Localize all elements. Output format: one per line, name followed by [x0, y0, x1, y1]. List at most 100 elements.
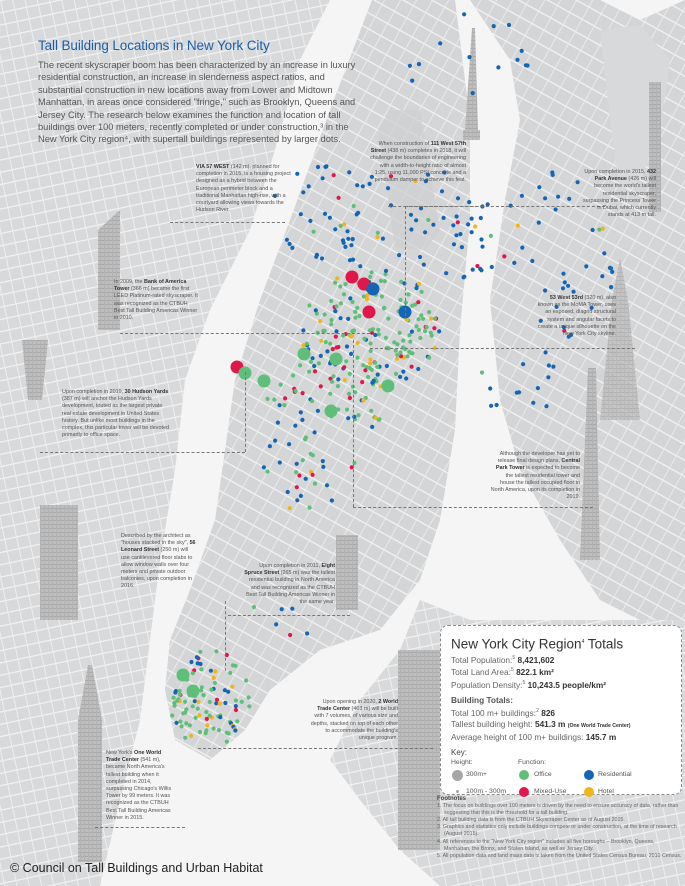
building-dot-office — [355, 355, 360, 360]
building-dot-mixed_use — [334, 345, 339, 350]
building-dot-residential — [385, 186, 391, 191]
building-dot-hotel — [395, 356, 400, 361]
building-dot-office — [379, 294, 384, 299]
building-dot-office — [429, 333, 434, 338]
building-dot-mixed_use — [331, 173, 336, 178]
building-dot-office — [405, 354, 410, 359]
building-dot-residential — [275, 420, 280, 425]
building-dot-residential — [189, 659, 194, 665]
building-dot-residential — [451, 242, 457, 247]
building-dot-hotel — [230, 684, 235, 689]
building-dot-residential — [546, 375, 551, 380]
building-dot-office — [251, 605, 257, 610]
building-dot-office — [361, 363, 366, 368]
building-dot-office — [416, 327, 421, 333]
building-dot-office — [307, 303, 312, 308]
building-dot-mixed_use — [502, 254, 507, 259]
building-dot-office — [247, 704, 252, 709]
building-dot-residential — [312, 430, 317, 435]
building-dot-office — [321, 328, 326, 333]
building-dot-residential — [478, 215, 483, 221]
building-dot-office — [329, 317, 334, 323]
tower-56-leonard — [40, 505, 78, 620]
building-dot-office — [416, 317, 421, 322]
building-dot-office — [224, 739, 229, 744]
building-dot-residential — [350, 237, 355, 242]
building-dot-office — [201, 693, 206, 698]
building-dot-residential — [306, 184, 311, 189]
building-dot-office — [300, 458, 305, 463]
building-dot-residential — [369, 174, 374, 179]
building-dot-residential — [321, 464, 326, 469]
population-density: Population Density:5 10,243.5 people/km² — [451, 679, 606, 690]
building-dot-residential — [421, 262, 426, 267]
building-dot-residential — [398, 374, 403, 379]
building-dot-office — [369, 270, 374, 275]
building-dot-residential — [410, 78, 415, 83]
building-dot-residential — [469, 216, 474, 221]
tallest-building: Tallest building height: 541.3 m (One Wo… — [451, 718, 631, 729]
building-dot-mixed_use — [349, 465, 354, 470]
building-dots — [170, 12, 615, 744]
building-dot-office — [424, 325, 429, 330]
tower-2-wtc — [398, 650, 440, 850]
building-dot-office — [347, 371, 352, 376]
building-dot-hotel — [196, 699, 201, 705]
legend-mixed-use-dot-icon — [519, 786, 529, 797]
legend-residential: Residential — [598, 770, 632, 778]
building-dot-residential — [370, 380, 375, 385]
building-dot-hotel — [211, 675, 216, 681]
callout-bank-of-america: In 2009, the Bank of America Tower (366 … — [114, 279, 198, 322]
building-dot-residential — [496, 65, 501, 70]
building-dot-office — [211, 726, 216, 731]
building-dot-residential — [584, 264, 589, 269]
building-dot-office — [370, 327, 375, 332]
building-dot-residential — [439, 189, 445, 194]
building-dot-office — [361, 294, 366, 299]
building-dot-residential — [608, 266, 614, 271]
building-dot-office — [419, 289, 424, 294]
leader-56leonard — [225, 601, 226, 671]
building-dot-residential — [538, 318, 543, 323]
building-dot-residential — [489, 403, 494, 408]
building-dot-residential — [346, 416, 351, 421]
building-dot-residential — [458, 232, 463, 237]
building-dot-residential — [521, 362, 526, 367]
supertall-dot-office — [176, 668, 190, 682]
building-dot-residential — [347, 258, 353, 263]
building-dot-hotel — [205, 723, 210, 728]
building-dot-residential — [551, 364, 556, 369]
callout-eight-spruce: Upon completion in 2011, Eight Spruce St… — [244, 563, 335, 606]
building-dot-office — [331, 374, 336, 379]
building-dot-residential — [451, 223, 456, 228]
building-dot-residential — [324, 483, 330, 488]
building-dot-office — [343, 282, 348, 287]
building-dot-residential — [494, 402, 499, 408]
building-dot-residential — [315, 408, 320, 413]
building-dot-office — [373, 360, 378, 365]
building-dot-residential — [173, 690, 178, 695]
building-dot-residential — [537, 185, 542, 190]
building-dot-office — [307, 505, 312, 510]
footnote-5: 5. All population data and land mass dat… — [437, 852, 682, 859]
building-dot-office — [357, 314, 362, 319]
leader-8spruce — [228, 615, 350, 616]
building-dot-residential — [383, 268, 389, 273]
building-dot-hotel — [361, 398, 366, 403]
building-dot-residential — [423, 179, 428, 184]
building-dot-residential — [261, 465, 266, 470]
building-dot-office — [406, 292, 411, 297]
building-dot-office — [233, 698, 238, 703]
building-dot-residential — [467, 200, 472, 205]
building-dot-office — [364, 365, 369, 370]
building-dot-residential — [553, 207, 558, 212]
building-dot-office — [401, 338, 406, 343]
building-dot-office — [328, 391, 333, 396]
legend-height-100-300: 100m - 300m — [466, 787, 507, 795]
building-dot-office — [184, 707, 189, 712]
legend-office: Office — [534, 770, 552, 778]
building-dot-residential — [319, 256, 325, 261]
legend-office-dot-icon — [519, 769, 529, 780]
building-dot-mixed_use — [399, 354, 404, 359]
building-dot-residential — [535, 386, 541, 391]
